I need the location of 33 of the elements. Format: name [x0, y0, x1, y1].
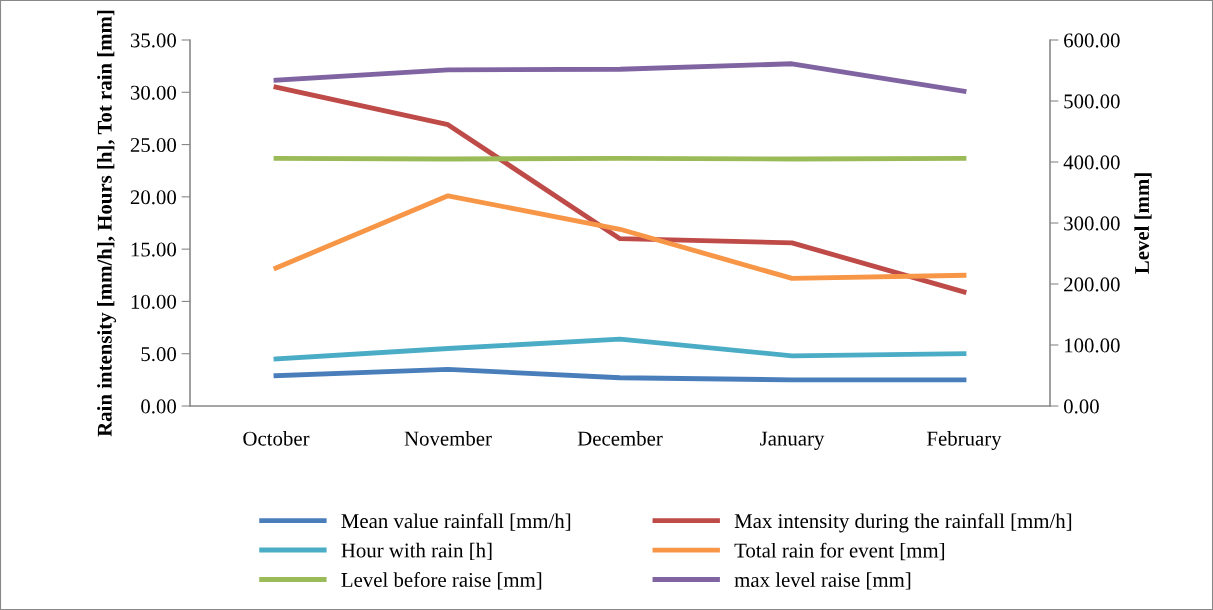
y2-tick-label: 100.00 — [1065, 338, 1120, 353]
y2-tick-label: 0.00 — [1063, 399, 1099, 414]
legend-label: Hour with rain [h] — [341, 542, 492, 561]
legend-label: Mean value rainfall [mm/h] — [341, 513, 571, 531]
x-tick-label: October — [243, 431, 310, 446]
y-tick-label: 10.00 — [131, 294, 177, 309]
y-tick-label: 30.00 — [130, 85, 177, 100]
legend-label: Max intensity during the rainfall [mm/h] — [734, 513, 1072, 533]
y2-tick-label: 500.00 — [1064, 94, 1120, 109]
legend-label: Total rain for event [mm] — [734, 542, 945, 561]
line-series — [273, 61, 967, 94]
y2-tick-label: 300.00 — [1064, 216, 1120, 231]
y2-tick-label: 200.00 — [1064, 277, 1120, 292]
y-tick-label: 25.00 — [130, 137, 177, 153]
legend-label: max level raise [mm] — [734, 572, 911, 590]
legend-label: Level before raise [mm] — [341, 572, 542, 590]
y2-tick-label: 600.00 — [1064, 33, 1120, 48]
x-tick-label: February — [927, 431, 1002, 450]
x-tick-label: December — [577, 431, 663, 446]
line-series — [273, 366, 967, 383]
y2-tick-label: 400.00 — [1063, 155, 1120, 170]
line-series — [273, 336, 967, 362]
y-tick-label: 35.00 — [130, 33, 177, 48]
line-series — [273, 84, 967, 295]
y-tick-label: 0.00 — [141, 399, 177, 414]
y-tick-label: 15.00 — [131, 242, 177, 257]
x-tick-label: November — [404, 431, 492, 446]
line-series — [273, 193, 967, 281]
y-axis-title: Rain intensity [mm/h], Hours [h], Tot rain [mm] — [97, 10, 117, 437]
y-tick-label: 20.00 — [130, 190, 177, 205]
y-tick-label: 5.00 — [141, 347, 177, 362]
y2-axis-title: Level [mm] — [1134, 173, 1152, 274]
x-tick-label: January — [760, 431, 825, 450]
